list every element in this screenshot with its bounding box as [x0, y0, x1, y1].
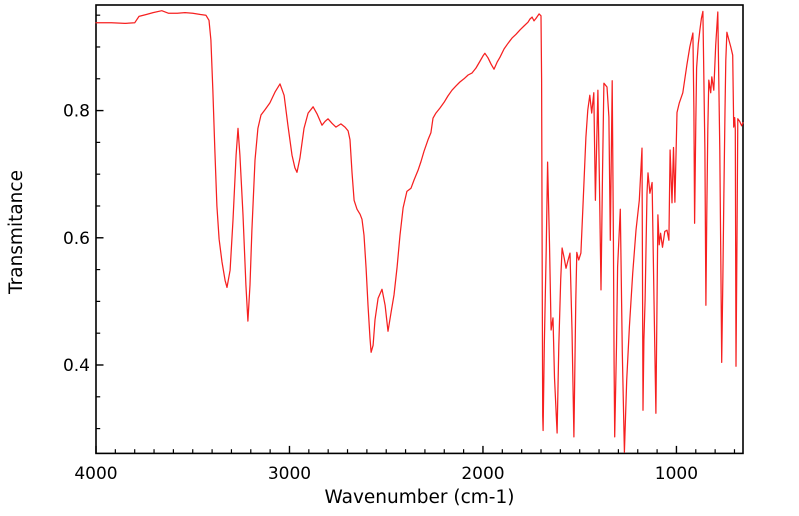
y-tick-label: 0.8	[63, 102, 90, 122]
x-tick-label: 3000	[268, 464, 311, 484]
x-tick-label: 2000	[461, 464, 504, 484]
x-tick-label: 1000	[655, 464, 698, 484]
plot-generated-layer: 4000 3000 2000 1000 0.4 0.6 0.8	[63, 4, 744, 484]
x-axis-title: Wavenumber (cm-1)	[325, 487, 515, 508]
x-tick-label: 4000	[74, 464, 117, 484]
y-tick-label: 0.4	[63, 356, 90, 376]
y-tick-label: 0.6	[63, 229, 90, 249]
spectrum-line	[95, 10, 744, 453]
plot-border	[95, 4, 744, 455]
y-axis-title: Transmitance	[6, 170, 27, 295]
